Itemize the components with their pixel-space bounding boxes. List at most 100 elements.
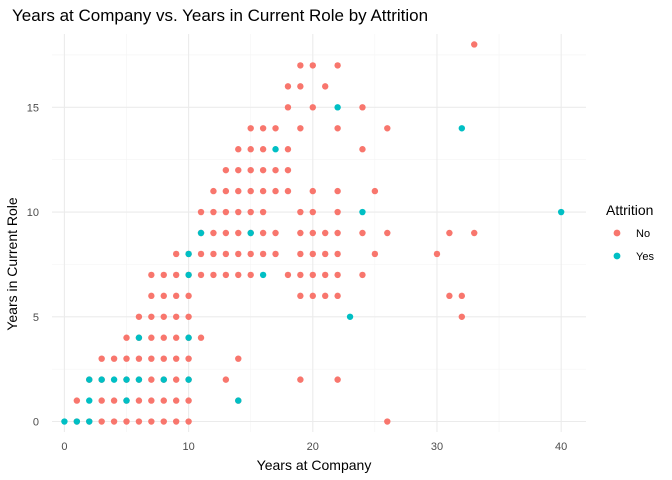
data-point-no [172, 271, 180, 279]
data-point-no [160, 313, 167, 320]
data-point-no [73, 397, 81, 404]
data-point-no [148, 376, 155, 383]
data-point-no [110, 397, 118, 404]
data-point-no [185, 397, 192, 404]
data-point-no [135, 397, 143, 404]
data-point-no [235, 166, 242, 174]
legend-items: No Yes [613, 228, 654, 263]
data-point-yes [110, 376, 118, 383]
data-point-no [222, 208, 230, 216]
data-point-no [222, 271, 230, 279]
x-tick-label: 20 [307, 441, 319, 453]
data-point-no [446, 229, 453, 237]
data-point-no [297, 292, 304, 300]
data-point-no [172, 418, 180, 425]
data-point-no [334, 187, 341, 195]
data-point-yes [247, 229, 254, 237]
data-point-no [297, 271, 304, 279]
data-point-no [235, 146, 242, 153]
data-point-no [309, 229, 316, 237]
data-point-yes [86, 397, 93, 404]
data-point-no [148, 292, 155, 300]
data-point-yes [73, 418, 81, 425]
data-point-no [284, 83, 292, 90]
data-point-no [148, 397, 155, 404]
data-point-yes [334, 104, 341, 111]
data-point-yes [160, 376, 167, 383]
data-point-no [185, 292, 192, 300]
data-point-no [222, 229, 230, 237]
data-point-no [110, 418, 118, 425]
data-point-no [272, 166, 279, 174]
data-point-no [284, 166, 292, 174]
data-point-no [247, 271, 254, 279]
data-point-no [433, 250, 441, 258]
y-axis-ticks: 0 5 10 15 [27, 102, 39, 428]
data-point-no [309, 208, 316, 216]
data-point-no [247, 250, 254, 258]
y-tick-label: 0 [33, 417, 39, 429]
chart-title: Years at Company vs. Years in Current Ro… [12, 6, 428, 25]
data-point-no [222, 166, 230, 174]
x-axis-title: Years at Company [257, 457, 372, 473]
legend-title: Attrition [606, 202, 653, 218]
data-points [61, 41, 565, 425]
data-point-no [259, 146, 267, 153]
data-point-no [272, 187, 279, 195]
data-point-yes [185, 334, 192, 341]
data-point-no [322, 83, 329, 90]
data-point-no [222, 187, 230, 195]
data-point-no [160, 397, 167, 404]
data-point-yes [135, 376, 143, 383]
data-point-no [284, 146, 292, 153]
data-point-no [322, 229, 329, 237]
data-point-no [384, 125, 391, 132]
data-point-no [334, 376, 341, 383]
data-point-no [309, 292, 316, 300]
data-point-no [272, 125, 279, 132]
data-point-no [172, 334, 180, 341]
data-point-no [259, 250, 267, 258]
data-point-no [297, 125, 304, 132]
data-point-yes [235, 397, 242, 404]
data-point-no [160, 334, 167, 341]
x-tick-label: 30 [431, 441, 443, 453]
data-point-no [160, 292, 167, 300]
data-point-no [172, 355, 180, 362]
data-point-no [210, 187, 217, 195]
data-point-no [123, 418, 130, 425]
y-tick-label: 15 [27, 102, 39, 114]
y-tick-label: 5 [33, 312, 39, 324]
data-point-no [297, 229, 304, 237]
data-point-no [185, 313, 192, 320]
data-point-yes [123, 376, 130, 383]
data-point-no [123, 334, 130, 341]
data-point-no [458, 313, 466, 320]
x-tick-label: 0 [61, 441, 67, 453]
data-point-no [222, 250, 230, 258]
data-point-no [334, 125, 341, 132]
data-point-no [297, 62, 304, 69]
y-tick-label: 10 [27, 207, 39, 219]
data-point-no [458, 292, 466, 300]
data-point-no [210, 229, 217, 237]
data-point-no [334, 229, 341, 237]
data-point-no [247, 187, 254, 195]
data-point-no [135, 313, 143, 320]
data-point-no [172, 376, 180, 383]
data-point-no [259, 229, 267, 237]
data-point-no [210, 208, 217, 216]
data-point-no [259, 208, 267, 216]
legend-label-no: No [636, 228, 650, 240]
data-point-no [148, 334, 155, 341]
data-point-no [210, 271, 217, 279]
data-point-no [371, 250, 379, 258]
data-point-no [259, 187, 267, 195]
data-point-no [322, 292, 329, 300]
data-point-no [172, 397, 180, 404]
data-point-yes [86, 376, 93, 383]
data-point-no [197, 271, 205, 279]
data-point-no [334, 271, 341, 279]
x-axis-ticks: 0 10 20 30 40 [61, 441, 567, 453]
